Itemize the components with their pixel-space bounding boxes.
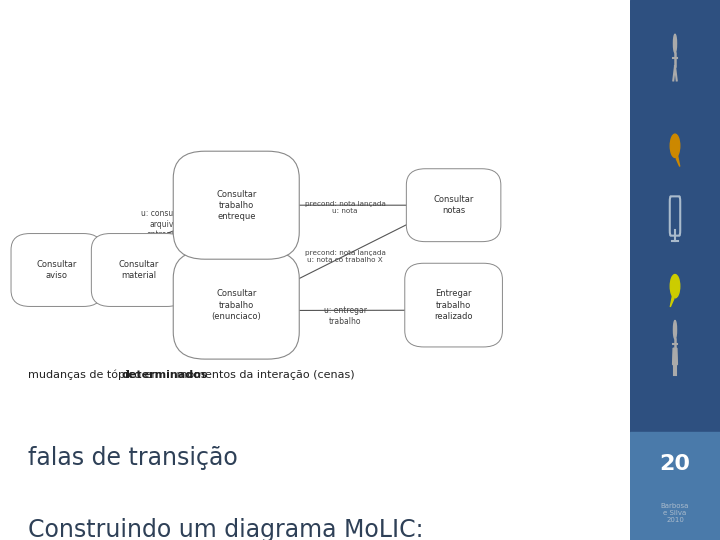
- Text: Barbosa
e Silva
2010: Barbosa e Silva 2010: [661, 503, 689, 523]
- Polygon shape: [676, 153, 680, 166]
- Text: u: consultar
enunciado: u: consultar enunciado: [199, 244, 245, 264]
- Circle shape: [673, 320, 677, 339]
- FancyBboxPatch shape: [405, 263, 503, 347]
- Text: Consultar
aviso: Consultar aviso: [37, 260, 77, 280]
- Text: determinados: determinados: [122, 370, 208, 380]
- Ellipse shape: [670, 134, 680, 158]
- Text: Entregar
trabalho
realizado: Entregar trabalho realizado: [434, 289, 473, 321]
- Polygon shape: [672, 348, 678, 364]
- Text: 20: 20: [660, 454, 690, 475]
- Text: Consultar
notas: Consultar notas: [433, 195, 474, 215]
- Bar: [630, 432, 720, 540]
- Text: Consultar
trabalho
(enunciaco): Consultar trabalho (enunciaco): [212, 289, 261, 321]
- Text: mudanças de tópico em: mudanças de tópico em: [28, 370, 166, 380]
- Text: momentos da interação (cenas): momentos da interação (cenas): [174, 370, 355, 380]
- Text: precond: nota lançada
u: nota co trabalho X: precond: nota lançada u: nota co trabalh…: [305, 250, 386, 263]
- FancyBboxPatch shape: [11, 233, 102, 306]
- Circle shape: [673, 35, 677, 53]
- Text: precond: nota lançada
u: nota: precond: nota lançada u: nota: [305, 201, 386, 214]
- FancyBboxPatch shape: [174, 251, 300, 359]
- FancyBboxPatch shape: [174, 151, 300, 259]
- Text: u: consultar
arquivo
entregue: u: consultar arquivo entregue: [141, 209, 186, 239]
- FancyBboxPatch shape: [406, 168, 501, 241]
- Text: u: entregar
trabalho: u: entregar trabalho: [324, 306, 366, 326]
- Ellipse shape: [670, 274, 680, 298]
- Polygon shape: [670, 294, 674, 307]
- Text: falas de transição: falas de transição: [28, 446, 238, 469]
- FancyBboxPatch shape: [91, 233, 186, 306]
- Text: Consultar
trabalho
entreque: Consultar trabalho entreque: [216, 190, 256, 221]
- Text: Consultar
material: Consultar material: [118, 260, 159, 280]
- Text: Construindo um diagrama MoLIC:: Construindo um diagrama MoLIC:: [28, 518, 424, 540]
